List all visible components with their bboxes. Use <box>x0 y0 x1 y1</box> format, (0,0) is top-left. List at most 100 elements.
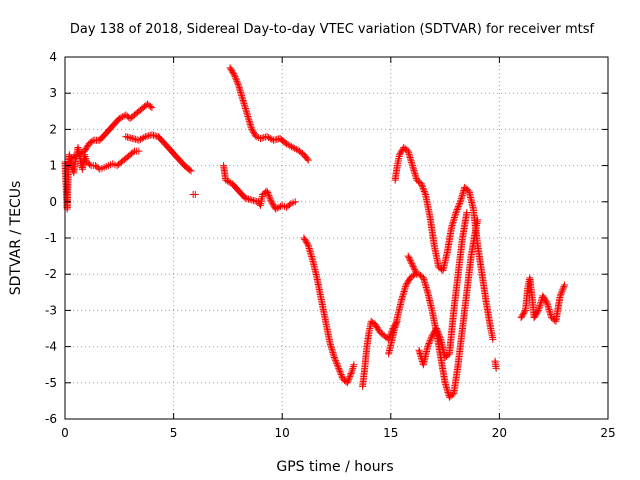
data-point <box>406 257 414 265</box>
data-point <box>429 330 437 338</box>
data-point <box>419 184 427 192</box>
data-point <box>232 74 240 82</box>
data-point <box>289 144 297 151</box>
data-point <box>409 263 417 271</box>
data-point <box>263 133 271 141</box>
data-point <box>517 314 525 322</box>
data-point <box>335 366 343 374</box>
data-point <box>434 328 442 336</box>
data-point <box>86 160 94 168</box>
data-point <box>428 332 436 340</box>
data-point <box>129 148 137 156</box>
data-point <box>348 368 356 376</box>
data-point <box>285 201 293 209</box>
data-point <box>332 357 340 365</box>
data-point <box>558 287 566 295</box>
data-point <box>266 195 274 203</box>
data-point <box>463 209 471 217</box>
data-point <box>561 281 569 289</box>
data-point <box>88 137 96 145</box>
data-point <box>68 154 76 162</box>
data-point <box>557 290 565 298</box>
data-point <box>453 206 461 214</box>
data-point <box>135 136 143 144</box>
data-point <box>330 353 338 361</box>
data-point <box>435 331 443 339</box>
data-point <box>530 314 538 322</box>
data-point <box>404 278 412 286</box>
data-point <box>76 150 84 158</box>
data-point <box>248 125 256 133</box>
data-point <box>396 149 404 157</box>
data-point <box>489 335 497 343</box>
data-point <box>424 343 432 351</box>
data-point <box>229 68 237 76</box>
data-point <box>119 113 127 121</box>
data-point <box>421 189 429 197</box>
data-point <box>303 155 311 163</box>
data-point <box>69 153 77 161</box>
data-point <box>333 361 341 369</box>
data-point <box>432 325 440 332</box>
data-point <box>413 270 421 278</box>
x-tick-label: 20 <box>492 426 507 440</box>
data-point <box>287 143 295 151</box>
data-point <box>135 147 143 155</box>
data-point <box>474 216 482 224</box>
data-point <box>410 264 418 272</box>
data-point <box>349 363 357 371</box>
data-point <box>335 364 343 372</box>
data-point <box>343 379 351 387</box>
data-point <box>291 144 299 152</box>
plot-frame <box>64 56 609 420</box>
data-point <box>136 135 144 143</box>
data-point <box>303 238 311 246</box>
x-tick-label: 5 <box>170 426 178 440</box>
data-point <box>534 308 542 316</box>
data-point <box>284 141 292 149</box>
x-tick-label: 10 <box>275 426 290 440</box>
data-point <box>250 128 258 136</box>
data-point <box>492 364 500 372</box>
y-tick-label: 1 <box>49 159 57 173</box>
data-point <box>420 187 428 195</box>
x-axis-title: GPS time / hours <box>276 459 393 475</box>
data-point <box>559 284 567 292</box>
data-points <box>61 64 569 401</box>
data-point <box>408 260 416 268</box>
data-point <box>302 237 310 245</box>
grid-lines <box>65 57 608 419</box>
data-point <box>249 127 257 135</box>
data-point <box>372 322 380 330</box>
data-point <box>344 377 352 385</box>
data-point <box>349 364 357 372</box>
data-point <box>266 134 274 142</box>
data-point <box>334 363 342 371</box>
data-point <box>225 178 233 186</box>
data-point <box>560 283 568 291</box>
data-point <box>433 326 441 334</box>
data-point <box>405 277 413 285</box>
y-tick-label: -4 <box>45 340 57 354</box>
data-point <box>436 334 444 342</box>
data-point <box>265 192 273 200</box>
data-point <box>332 358 340 366</box>
data-point <box>395 151 403 159</box>
data-point <box>333 360 341 368</box>
y-tick-label: -6 <box>45 412 57 426</box>
data-point <box>263 187 271 195</box>
data-point <box>541 295 549 303</box>
data-point <box>148 104 156 112</box>
y-tick-label: -1 <box>45 231 57 245</box>
data-point <box>347 369 355 377</box>
data-point <box>264 188 272 196</box>
data-point <box>230 70 238 78</box>
data-point <box>337 369 345 377</box>
x-tick-label: 0 <box>61 426 69 440</box>
data-point <box>146 102 154 110</box>
x-tick-label: 25 <box>600 426 615 440</box>
data-point <box>405 254 413 262</box>
data-point <box>292 145 300 153</box>
data-point <box>345 374 353 382</box>
